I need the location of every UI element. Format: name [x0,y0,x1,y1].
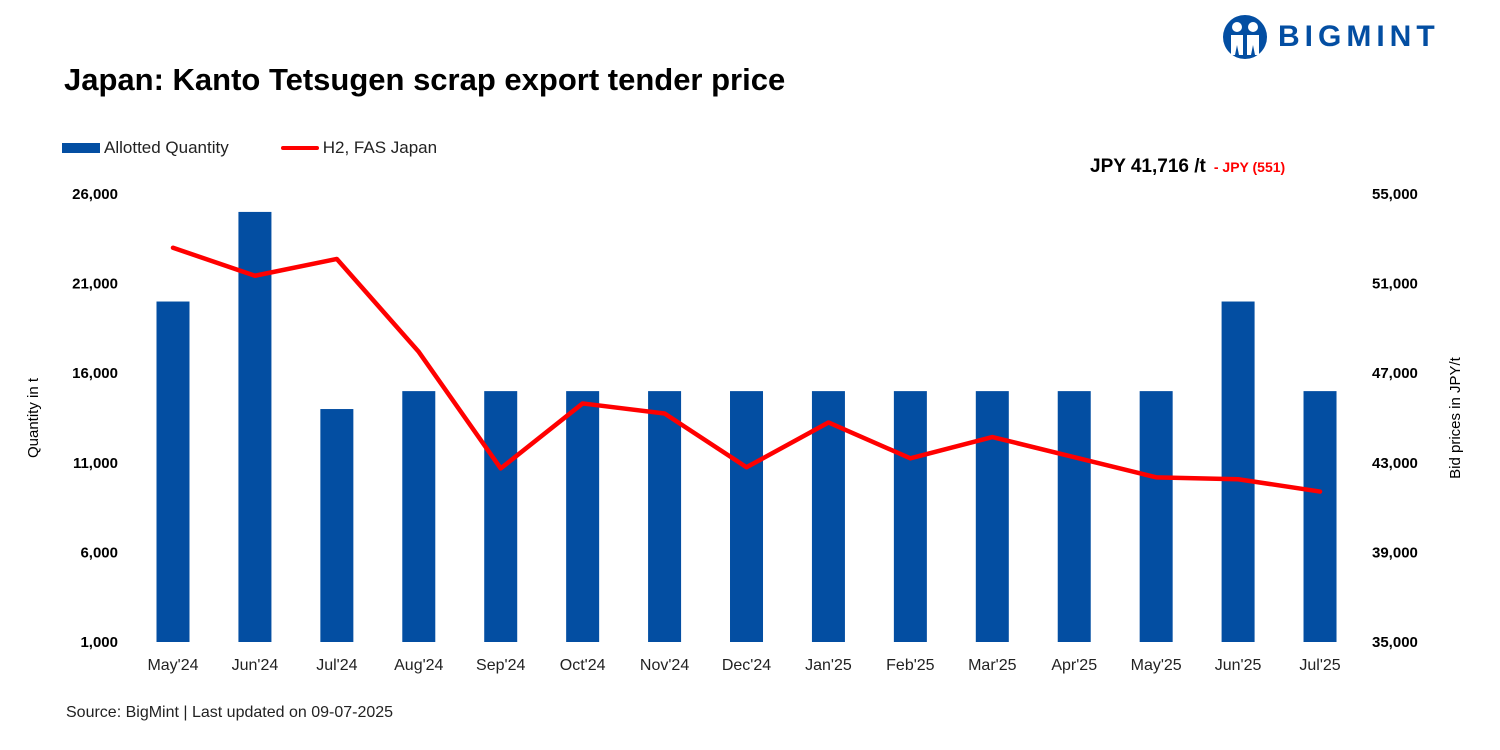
x-tick-label: Jun'25 [1215,657,1262,674]
latest-price: JPY 41,716 /t - JPY (551) [1090,156,1285,178]
bar [893,391,927,642]
y-left-tick-label: 21,000 [72,276,118,293]
bar [1139,391,1173,642]
bigmint-logo: BIGMINT [1222,14,1440,60]
bar [320,409,354,642]
x-tick-label: Oct'24 [560,657,606,674]
y-left-tick-label: 6,000 [80,544,118,561]
y-left-tick-label: 26,000 [72,186,118,203]
x-tick-label: Jul'24 [316,657,357,674]
x-tick-label: Mar'25 [968,657,1017,674]
y-right-axis-label: Bid prices in JPY/t [1447,356,1464,479]
x-tick-label: Apr'25 [1051,657,1097,674]
x-tick-label: Jul'25 [1299,657,1340,674]
y-right-tick-label: 55,000 [1372,186,1418,203]
y-left-tick-label: 16,000 [72,365,118,382]
x-tick-label: May'24 [147,657,198,674]
bar [1221,301,1255,642]
x-tick-label: Jan'25 [805,657,852,674]
x-tick-label: Nov'24 [640,657,689,674]
bar [975,391,1009,642]
x-tick-label: Sep'24 [476,657,525,674]
x-tick-label: Aug'24 [394,657,443,674]
legend-label-quantity: Allotted Quantity [104,138,229,157]
bar [402,391,436,642]
x-tick-label: Feb'25 [886,657,935,674]
logo-people-icon [1223,15,1267,59]
y-right-tick-label: 43,000 [1372,455,1418,472]
bar [1303,391,1337,642]
x-tick-label: May'25 [1131,657,1182,674]
bar [484,391,518,642]
y-left-tick-label: 11,000 [73,455,118,472]
y-right-tick-label: 35,000 [1372,634,1418,651]
y-right-tick-label: 51,000 [1372,276,1418,293]
latest-price-value: JPY 41,716 /t [1090,156,1206,177]
logo-text: BIGMINT [1278,20,1440,53]
legend: Allotted Quantity H2, FAS Japan [62,138,437,158]
bar [730,391,764,642]
bar [156,301,190,642]
bar [1057,391,1091,642]
bar [238,211,272,643]
legend-swatch-bar [62,143,100,153]
y-right-tick-label: 39,000 [1372,544,1418,561]
x-tick-label: Jun'24 [232,657,279,674]
y-left-tick-label: 1,000 [80,634,118,651]
latest-price-change: - JPY (551) [1213,159,1286,175]
bar [648,391,682,642]
bar [811,391,845,642]
source-note: Source: BigMint | Last updated on 09-07-… [66,704,394,721]
bar [566,391,600,642]
y-right-tick-label: 47,000 [1372,365,1418,382]
x-tick-label: Dec'24 [722,657,771,674]
chart-title: Japan: Kanto Tetsugen scrap export tende… [64,62,786,97]
y-left-axis-label: Quantity in t [25,377,42,458]
legend-label-price: H2, FAS Japan [322,138,438,157]
legend-swatch-line [280,146,319,150]
